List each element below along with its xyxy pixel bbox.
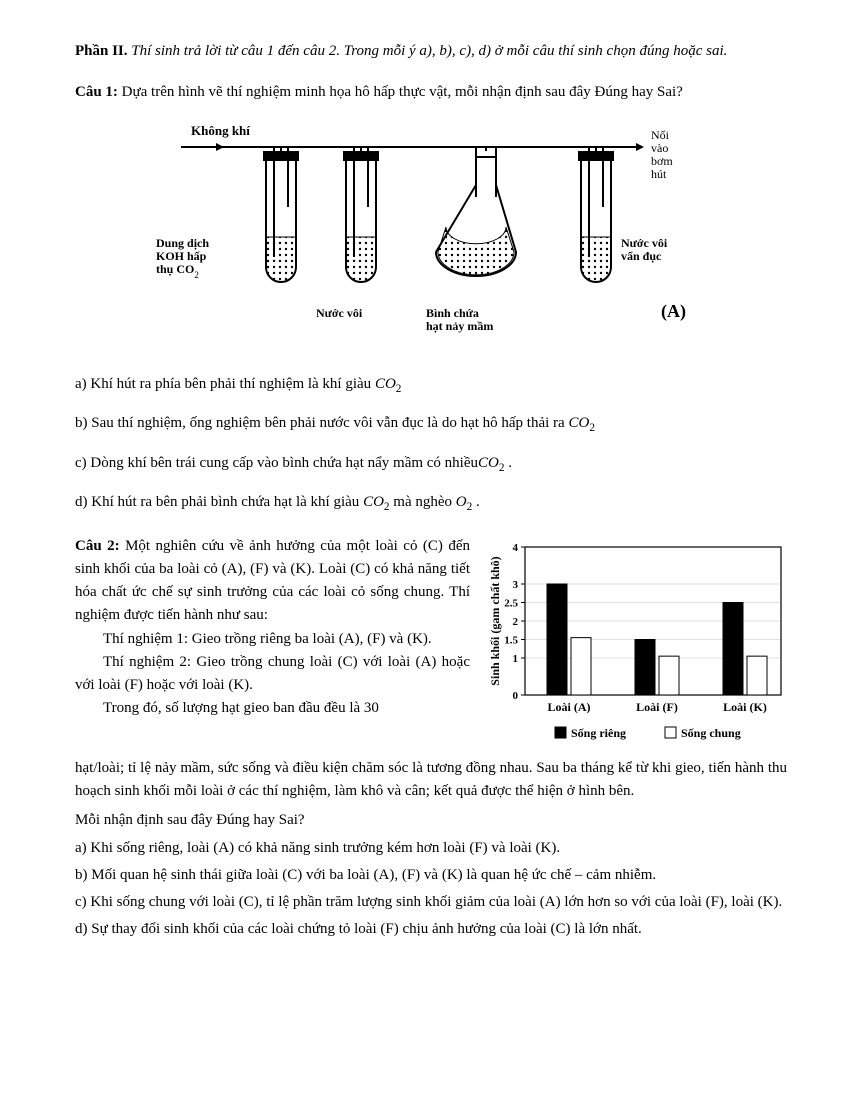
q2-continuation: hạt/loài; tỉ lệ nảy mầm, sức sống và điề… <box>75 757 787 804</box>
svg-text:3: 3 <box>513 579 519 591</box>
svg-text:2.5: 2.5 <box>504 597 518 609</box>
svg-text:(A): (A) <box>661 301 686 322</box>
part-label: Phần II. <box>75 43 128 59</box>
part-instruction: Thí sinh trả lời từ câu 1 đến câu 2. Tro… <box>131 43 727 59</box>
q1-prompt-line: Câu 1: Dựa trên hình vẽ thí nghiệm minh … <box>75 81 787 104</box>
q2-label: Câu 2: <box>75 538 120 554</box>
q2-aside: Trong đó, số lượng hạt gieo ban đầu đều … <box>75 697 470 720</box>
svg-text:Bình chứahạt nảy mầm: Bình chứahạt nảy mầm <box>426 306 493 333</box>
q2-option-d: d) Sự thay đổi sinh khối của các loài ch… <box>75 918 787 941</box>
q2-option-c: c) Khi sống chung với loài (C), tỉ lệ ph… <box>75 891 787 914</box>
q1-option-a: a) Khí hút ra phía bên phải thí nghiệm l… <box>75 373 787 398</box>
svg-text:Loài (A): Loài (A) <box>548 700 591 714</box>
svg-text:Sống chung: Sống chung <box>681 726 741 740</box>
q2-ask: Mỗi nhận định sau đây Đúng hay Sai? <box>75 809 787 832</box>
q1-prompt: Dựa trên hình vẽ thí nghiệm minh họa hô … <box>122 84 683 100</box>
q1-option-b: b) Sau thí nghiệm, ống nghiệm bên phải n… <box>75 412 787 437</box>
q2-chart: 4 3 2.5 2 1.5 1 0 Sinh khối (gam chất khô) Loài … <box>487 539 787 757</box>
question-1: Câu 1: Dựa trên hình vẽ thí nghiệm minh … <box>75 81 787 516</box>
q2-exp1: Thí nghiệm 1: Gieo trồng riêng ba loài (… <box>75 628 470 651</box>
section-header: Phần II. Thí sinh trả lời từ câu 1 đến c… <box>75 40 787 63</box>
q2-option-a: a) Khi sống riêng, loài (A) có khả năng … <box>75 837 787 860</box>
q2-option-b: b) Mối quan hệ sinh thái giữa loài (C) v… <box>75 864 787 887</box>
svg-text:Loài (F): Loài (F) <box>636 700 678 714</box>
svg-text:Sinh khối (gam chất khô): Sinh khối (gam chất khô) <box>488 556 502 685</box>
svg-text:Không khí: Không khí <box>191 123 250 138</box>
svg-text:Nốivàobơmhút: Nốivàobơmhút <box>651 128 673 181</box>
svg-text:Nước vôi: Nước vôi <box>316 306 363 320</box>
svg-text:0: 0 <box>513 690 519 702</box>
q2-intro: Một nghiên cứu về ảnh hưởng của một loài… <box>75 538 470 624</box>
q1-option-d: d) Khí hút ra bên phải bình chứa hạt là … <box>75 491 787 516</box>
svg-text:Sống riêng: Sống riêng <box>571 726 626 740</box>
svg-text:2: 2 <box>513 616 519 628</box>
q1-diagram: Không khí Nốivàobơmhút Dung dịchKOH hấpt… <box>75 117 787 355</box>
svg-text:Loài (K): Loài (K) <box>723 700 767 714</box>
q1-label: Câu 1: <box>75 84 118 100</box>
svg-text:1: 1 <box>513 653 519 665</box>
svg-text:Nước vôivẩn đục: Nước vôivẩn đục <box>621 236 668 263</box>
question-2: Câu 2: Một nghiên cứu về ảnh hưởng của m… <box>75 535 787 942</box>
q1-option-c: c) Dòng khí bên trái cung cấp vào bình c… <box>75 452 787 477</box>
svg-text:4: 4 <box>513 542 519 554</box>
svg-text:1.5: 1.5 <box>504 634 518 646</box>
apparatus-svg: Không khí Nốivàobơmhút Dung dịchKOH hấpt… <box>151 117 711 347</box>
q2-exp2: Thí nghiệm 2: Gieo trồng chung loài (C) … <box>75 651 470 698</box>
svg-text:Dung dịchKOH hấpthụ CO2: Dung dịchKOH hấpthụ CO2 <box>156 236 209 280</box>
bar-chart-svg: 4 3 2.5 2 1.5 1 0 Sinh khối (gam chất khô) Loài … <box>487 539 787 749</box>
q2-text-block: Câu 2: Một nghiên cứu về ảnh hưởng của m… <box>75 535 470 721</box>
